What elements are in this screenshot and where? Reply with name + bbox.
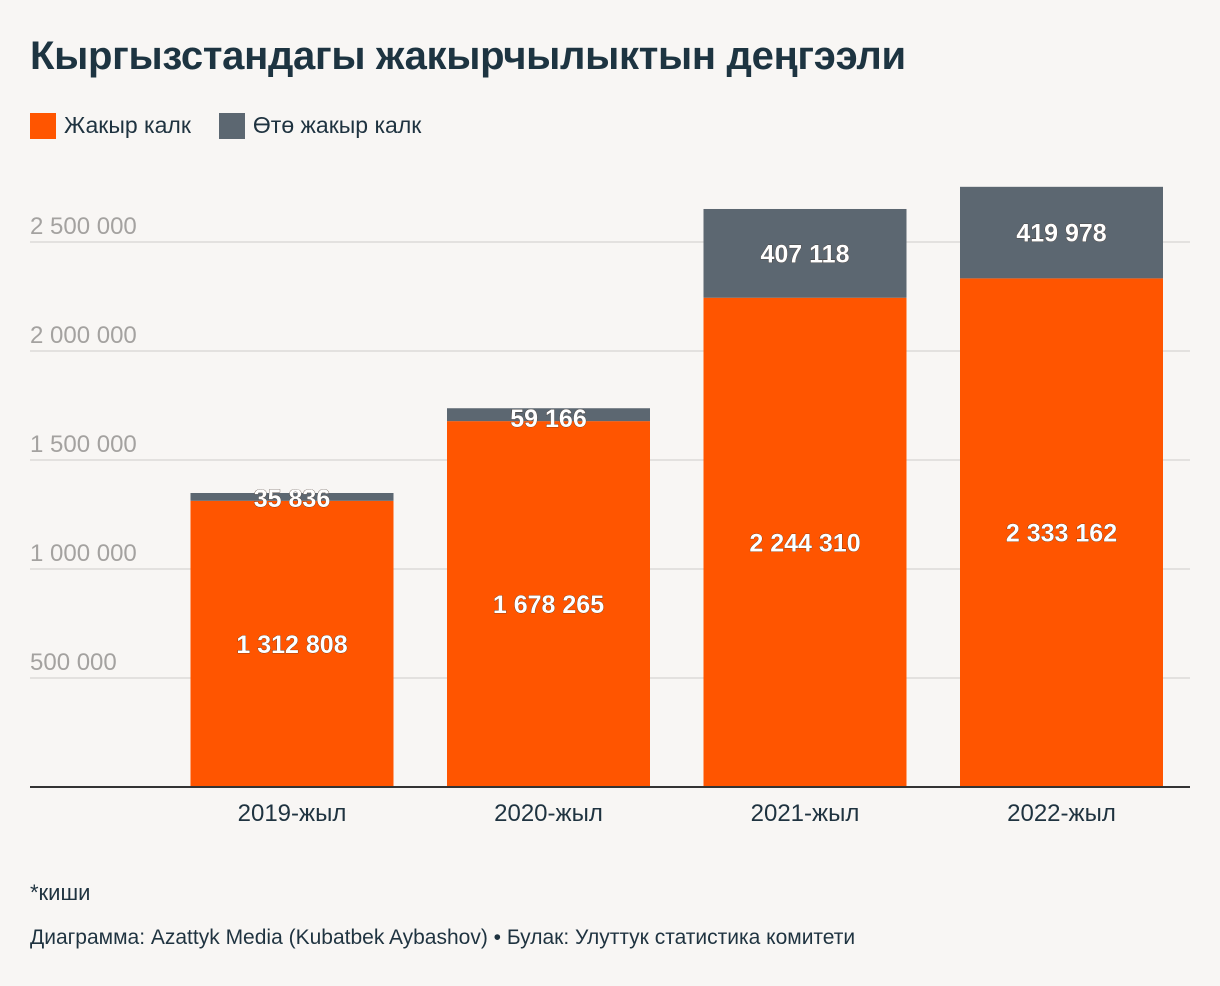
data-label-extreme-poor: 59 166 bbox=[510, 405, 586, 433]
legend-label-poor: Жакыр калк bbox=[64, 112, 191, 138]
source-credit: Диаграмма: Azattyk Media (Kubatbek Aybas… bbox=[30, 926, 856, 949]
data-label-extreme-poor: 35 836 bbox=[254, 485, 330, 513]
legend-label-extreme-poor: Өтө жакыр калк bbox=[252, 112, 422, 138]
y-tick-label: 1 500 000 bbox=[30, 431, 137, 458]
footnote: *киши bbox=[30, 880, 91, 905]
y-tick-label: 500 000 bbox=[30, 649, 117, 676]
bar-poor bbox=[960, 278, 1163, 787]
data-label-extreme-poor: 419 978 bbox=[1016, 220, 1106, 248]
data-label-poor: 1 678 265 bbox=[493, 591, 604, 619]
y-tick-label: 1 000 000 bbox=[30, 540, 137, 567]
legend: Жакыр калк Өтө жакыр калк bbox=[30, 112, 421, 139]
y-tick-label: 2 500 000 bbox=[30, 213, 137, 240]
bar-poor bbox=[703, 297, 907, 787]
bar-extreme-poor bbox=[190, 492, 394, 501]
legend-item-poor: Жакыр калк bbox=[30, 112, 191, 139]
bar-extreme-poor bbox=[703, 208, 907, 298]
x-tick-label: 2019-жыл bbox=[238, 800, 347, 827]
legend-item-extreme-poor: Өтө жакыр калк bbox=[218, 112, 422, 139]
legend-swatch-extreme-poor bbox=[218, 112, 245, 139]
x-tick-label: 2022-жыл bbox=[1007, 800, 1116, 827]
y-tick-label: 2 000 000 bbox=[30, 322, 137, 349]
data-label-extreme-poor: 407 118 bbox=[761, 240, 850, 268]
chart-title: Кыргызстандагы жакырчылыктын деңгээли bbox=[30, 34, 906, 78]
data-label-poor: 2 244 310 bbox=[749, 529, 860, 557]
bar-chart: 500 000 1 000 000 1 500 000 2 000 000 2 500 … bbox=[30, 186, 1190, 827]
bar-extreme-poor bbox=[960, 186, 1163, 279]
bar-poor bbox=[447, 421, 650, 787]
x-tick-label: 2021-жыл bbox=[751, 800, 860, 827]
legend-swatch-poor bbox=[30, 112, 56, 139]
data-label-poor: 1 312 808 bbox=[236, 631, 347, 659]
bar-extreme-poor bbox=[447, 408, 650, 422]
bar-poor bbox=[190, 500, 394, 787]
data-label-poor: 2 333 162 bbox=[1006, 520, 1117, 548]
x-tick-label: 2020-жыл bbox=[494, 800, 603, 827]
